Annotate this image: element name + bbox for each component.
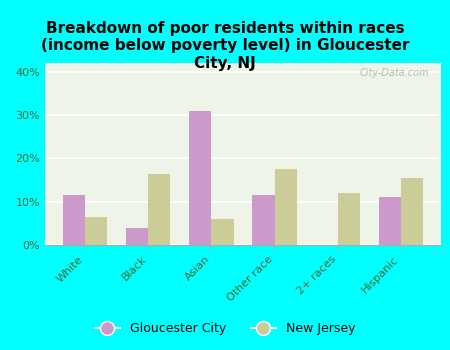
Bar (212, 219, 234, 245)
Bar (63, 195, 85, 245)
Legend: Gloucester City, New Jersey: Gloucester City, New Jersey (90, 317, 360, 340)
Bar (126, 228, 148, 245)
Bar (252, 195, 274, 245)
Bar (401, 178, 423, 245)
Bar (85, 217, 107, 245)
Bar (274, 169, 297, 245)
Bar (148, 174, 171, 245)
Bar (338, 193, 360, 245)
Text: Breakdown of poor residents within races
(income below poverty level) in Glouces: Breakdown of poor residents within races… (41, 21, 409, 71)
Bar (379, 197, 401, 245)
Bar (189, 111, 211, 245)
Text: City-Data.com: City-Data.com (360, 69, 429, 78)
